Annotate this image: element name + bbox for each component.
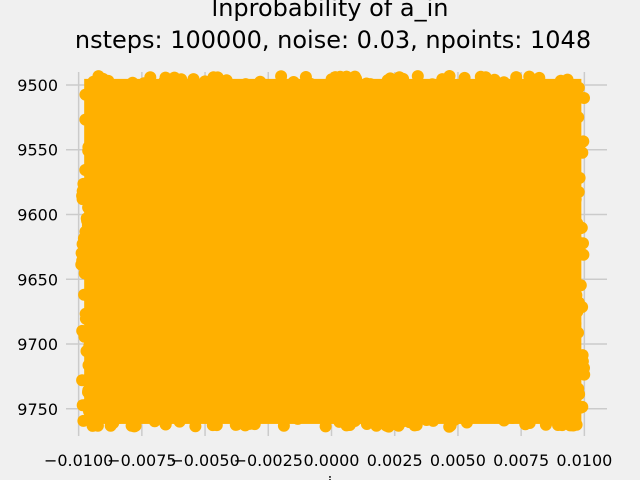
data-points [75, 70, 591, 433]
x-tick-label: 0.0000 [304, 451, 360, 470]
x-tick-label: 0.0025 [367, 451, 423, 470]
x-tick-label: 0.0050 [430, 451, 486, 470]
data-point-cloud [84, 78, 582, 424]
tick-labels: −0.0100−0.0075−0.0050−0.0025 0.0000 0.0025… [17, 76, 612, 470]
chart-title: lnprobability of a_in [212, 0, 449, 22]
x-tick-label: −0.0050 [170, 451, 239, 470]
y-tick-label: 9500 [17, 76, 58, 95]
y-tick-label: 9700 [17, 335, 58, 354]
x-tick-label: 0.0100 [556, 451, 612, 470]
x-axis-label: i [328, 473, 332, 480]
x-tick-label: −0.0025 [234, 451, 303, 470]
y-tick-label: 9650 [17, 270, 58, 289]
y-tick-label: 9750 [17, 400, 58, 419]
x-tick-label: −0.0075 [107, 451, 176, 470]
x-tick-label: 0.0075 [493, 451, 549, 470]
x-tick-label: −0.0100 [44, 451, 113, 470]
y-tick-label: 9600 [17, 205, 58, 224]
chart-subtitle: nsteps: 100000, noise: 0.03, npoints: 10… [75, 26, 591, 54]
y-tick-label: 9550 [17, 141, 58, 160]
